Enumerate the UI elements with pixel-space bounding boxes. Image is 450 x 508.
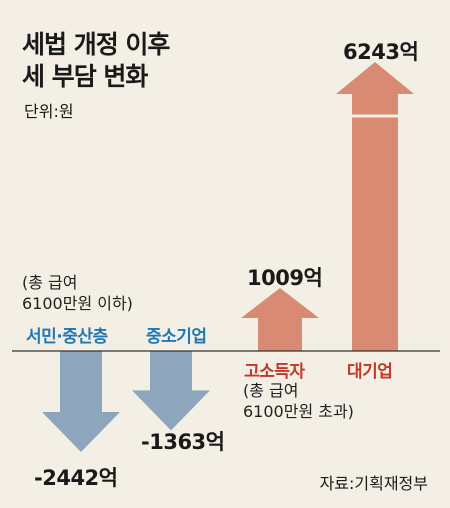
group-note-high-line-2: 6100만원 초과) (243, 402, 354, 421)
group-note-low-income: (총 급여 6100만원 이하) (22, 272, 133, 314)
unit-label: 단위:원 (24, 102, 74, 121)
group-note-high-line-1: (총 급여 (243, 381, 299, 400)
bar-middle-class (42, 351, 120, 452)
chart-title-line-1: 세법 개정 이후 (22, 30, 170, 59)
category-label-middle-class: 서민·중산층 (26, 327, 108, 347)
category-label-sme: 중소기업 (146, 327, 207, 347)
source-label: 자료:기획재정부 (319, 474, 428, 493)
bars-layer (42, 62, 414, 452)
bar-high-income (241, 288, 319, 351)
group-note-high-income: (총 급여 6100만원 초과) (243, 380, 354, 422)
value-label-middle-class: -2442억 (34, 466, 118, 490)
bar-sme (132, 351, 210, 431)
value-label-sme: -1363억 (141, 430, 225, 454)
group-note-low-line-1: (총 급여 (22, 273, 78, 292)
value-label-large-corp: 6243억 (343, 40, 419, 64)
category-label-high-income: 고소득자 (244, 362, 305, 382)
bar-large-corp (336, 62, 414, 351)
category-label-large-corp: 대기업 (347, 362, 393, 382)
group-note-low-line-2: 6100만원 이하) (22, 294, 133, 313)
value-label-high-income: 1009억 (247, 266, 323, 290)
chart-title-line-2: 세 부담 변화 (22, 62, 148, 91)
